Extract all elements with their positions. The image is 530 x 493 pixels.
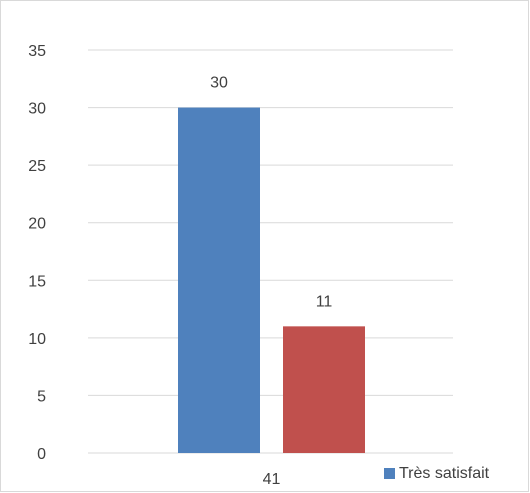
data-labels: 30 11 <box>210 75 332 311</box>
y-tick-label: 25 <box>28 158 46 175</box>
bars <box>178 107 365 454</box>
x-axis-category-labels: 41 <box>263 471 281 488</box>
y-tick-label: 20 <box>28 216 46 233</box>
gridlines <box>88 49 453 454</box>
y-tick-label: 10 <box>28 331 46 348</box>
y-tick-label: 0 <box>37 446 46 463</box>
bar <box>283 326 365 453</box>
legend: Très satisfait <box>384 465 490 482</box>
y-tick-label: 15 <box>28 273 46 290</box>
legend-swatch <box>384 468 395 479</box>
bar-value-label: 30 <box>210 75 228 92</box>
bar-value-label: 11 <box>316 293 333 310</box>
y-axis-tick-labels: 0 5 10 15 20 25 30 35 <box>28 43 46 463</box>
y-tick-label: 35 <box>28 43 46 60</box>
x-category-label: 41 <box>263 471 281 488</box>
y-tick-label: 30 <box>28 101 46 118</box>
bar <box>178 107 260 454</box>
y-tick-label: 5 <box>37 388 46 405</box>
legend-label: Très satisfait <box>399 465 490 482</box>
